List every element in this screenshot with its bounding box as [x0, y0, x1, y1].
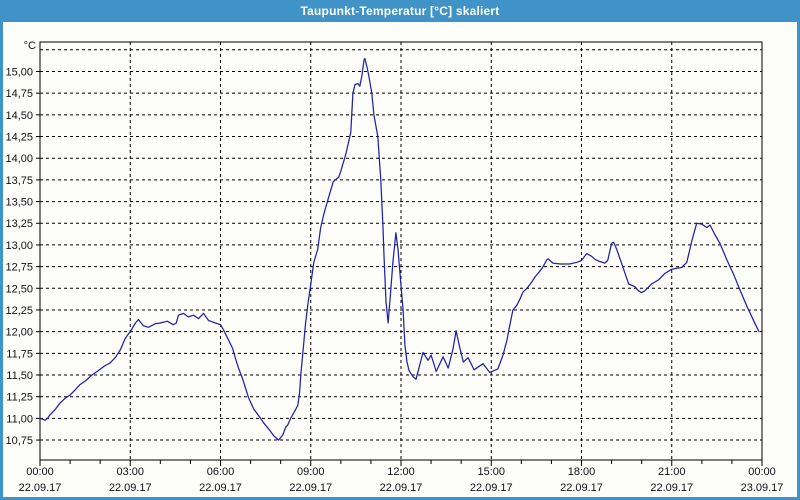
chart-canvas: 10,75 11,00 11,25 11,50 11,75 12,00 12,25 12,50…	[5, 40, 783, 494]
y-tick-label: 11,50	[6, 370, 33, 382]
x-tick-date-label: 22.09.17	[380, 482, 423, 494]
x-tick-date-label: 22.09.17	[19, 482, 62, 494]
y-tick-label: 14,50	[5, 110, 33, 122]
y-unit-label: °C	[24, 40, 36, 52]
y-tick-label: 14,00	[5, 153, 33, 165]
x-tick-time-label: 18:00	[568, 466, 596, 478]
gridlines	[40, 42, 762, 460]
y-tick-label: 13,50	[5, 197, 33, 209]
x-tick-time-label: 00:00	[748, 466, 776, 478]
x-tick-time-label: 06:00	[207, 466, 235, 478]
x-tick-time-label: 09:00	[297, 466, 325, 478]
x-tick-time-label: 03:00	[116, 466, 144, 478]
y-tick-label: 10,75	[5, 435, 33, 447]
x-tick-time-label: 00:00	[26, 466, 54, 478]
y-tick-label: 14,25	[5, 132, 33, 144]
plot-border	[39, 41, 763, 461]
x-tick-date-label: 22.09.17	[109, 482, 152, 494]
y-tick-label: 12,75	[5, 262, 33, 274]
y-tick-label: 11,00	[6, 413, 33, 425]
x-tick-date-label: 22.09.17	[650, 482, 693, 494]
x-tick-date-label: 23.09.17	[741, 482, 784, 494]
y-tick-label: 12,25	[5, 305, 33, 317]
x-tick-date-label: 22.09.17	[199, 482, 242, 494]
y-tick-label: 13,00	[5, 240, 33, 252]
chart-content: 10,75 11,00 11,25 11,50 11,75 12,00 12,25 12,50…	[3, 22, 797, 497]
y-tick-label: 13,25	[5, 218, 33, 230]
x-tick-date-label: 22.09.17	[289, 482, 332, 494]
window-title: Taupunkt-Temperatur [°C] skaliert	[300, 4, 500, 18]
x-tick-date-label: 22.09.17	[470, 482, 513, 494]
y-tick-label: 11,75	[6, 348, 33, 360]
axis-labels: 10,75 11,00 11,25 11,50 11,75 12,00 12,25 12,50…	[5, 40, 783, 494]
y-tick-label: 12,00	[5, 327, 33, 339]
temperature-line	[39, 57, 760, 441]
x-tick-time-label: 12:00	[387, 466, 415, 478]
window-titlebar: Taupunkt-Temperatur [°C] skaliert	[0, 0, 800, 22]
x-tick-time-label: 21:00	[658, 466, 686, 478]
y-tick-label: 14,75	[5, 88, 33, 100]
y-tick-label: 12,50	[5, 283, 33, 295]
x-tick-date-label: 22.09.17	[560, 482, 603, 494]
axis-ticks	[36, 70, 763, 466]
x-tick-time-label: 15:00	[477, 466, 505, 478]
y-tick-label: 13,75	[5, 175, 33, 187]
y-tick-label: 11,25	[6, 392, 33, 404]
y-tick-label: 15,00	[5, 66, 33, 78]
